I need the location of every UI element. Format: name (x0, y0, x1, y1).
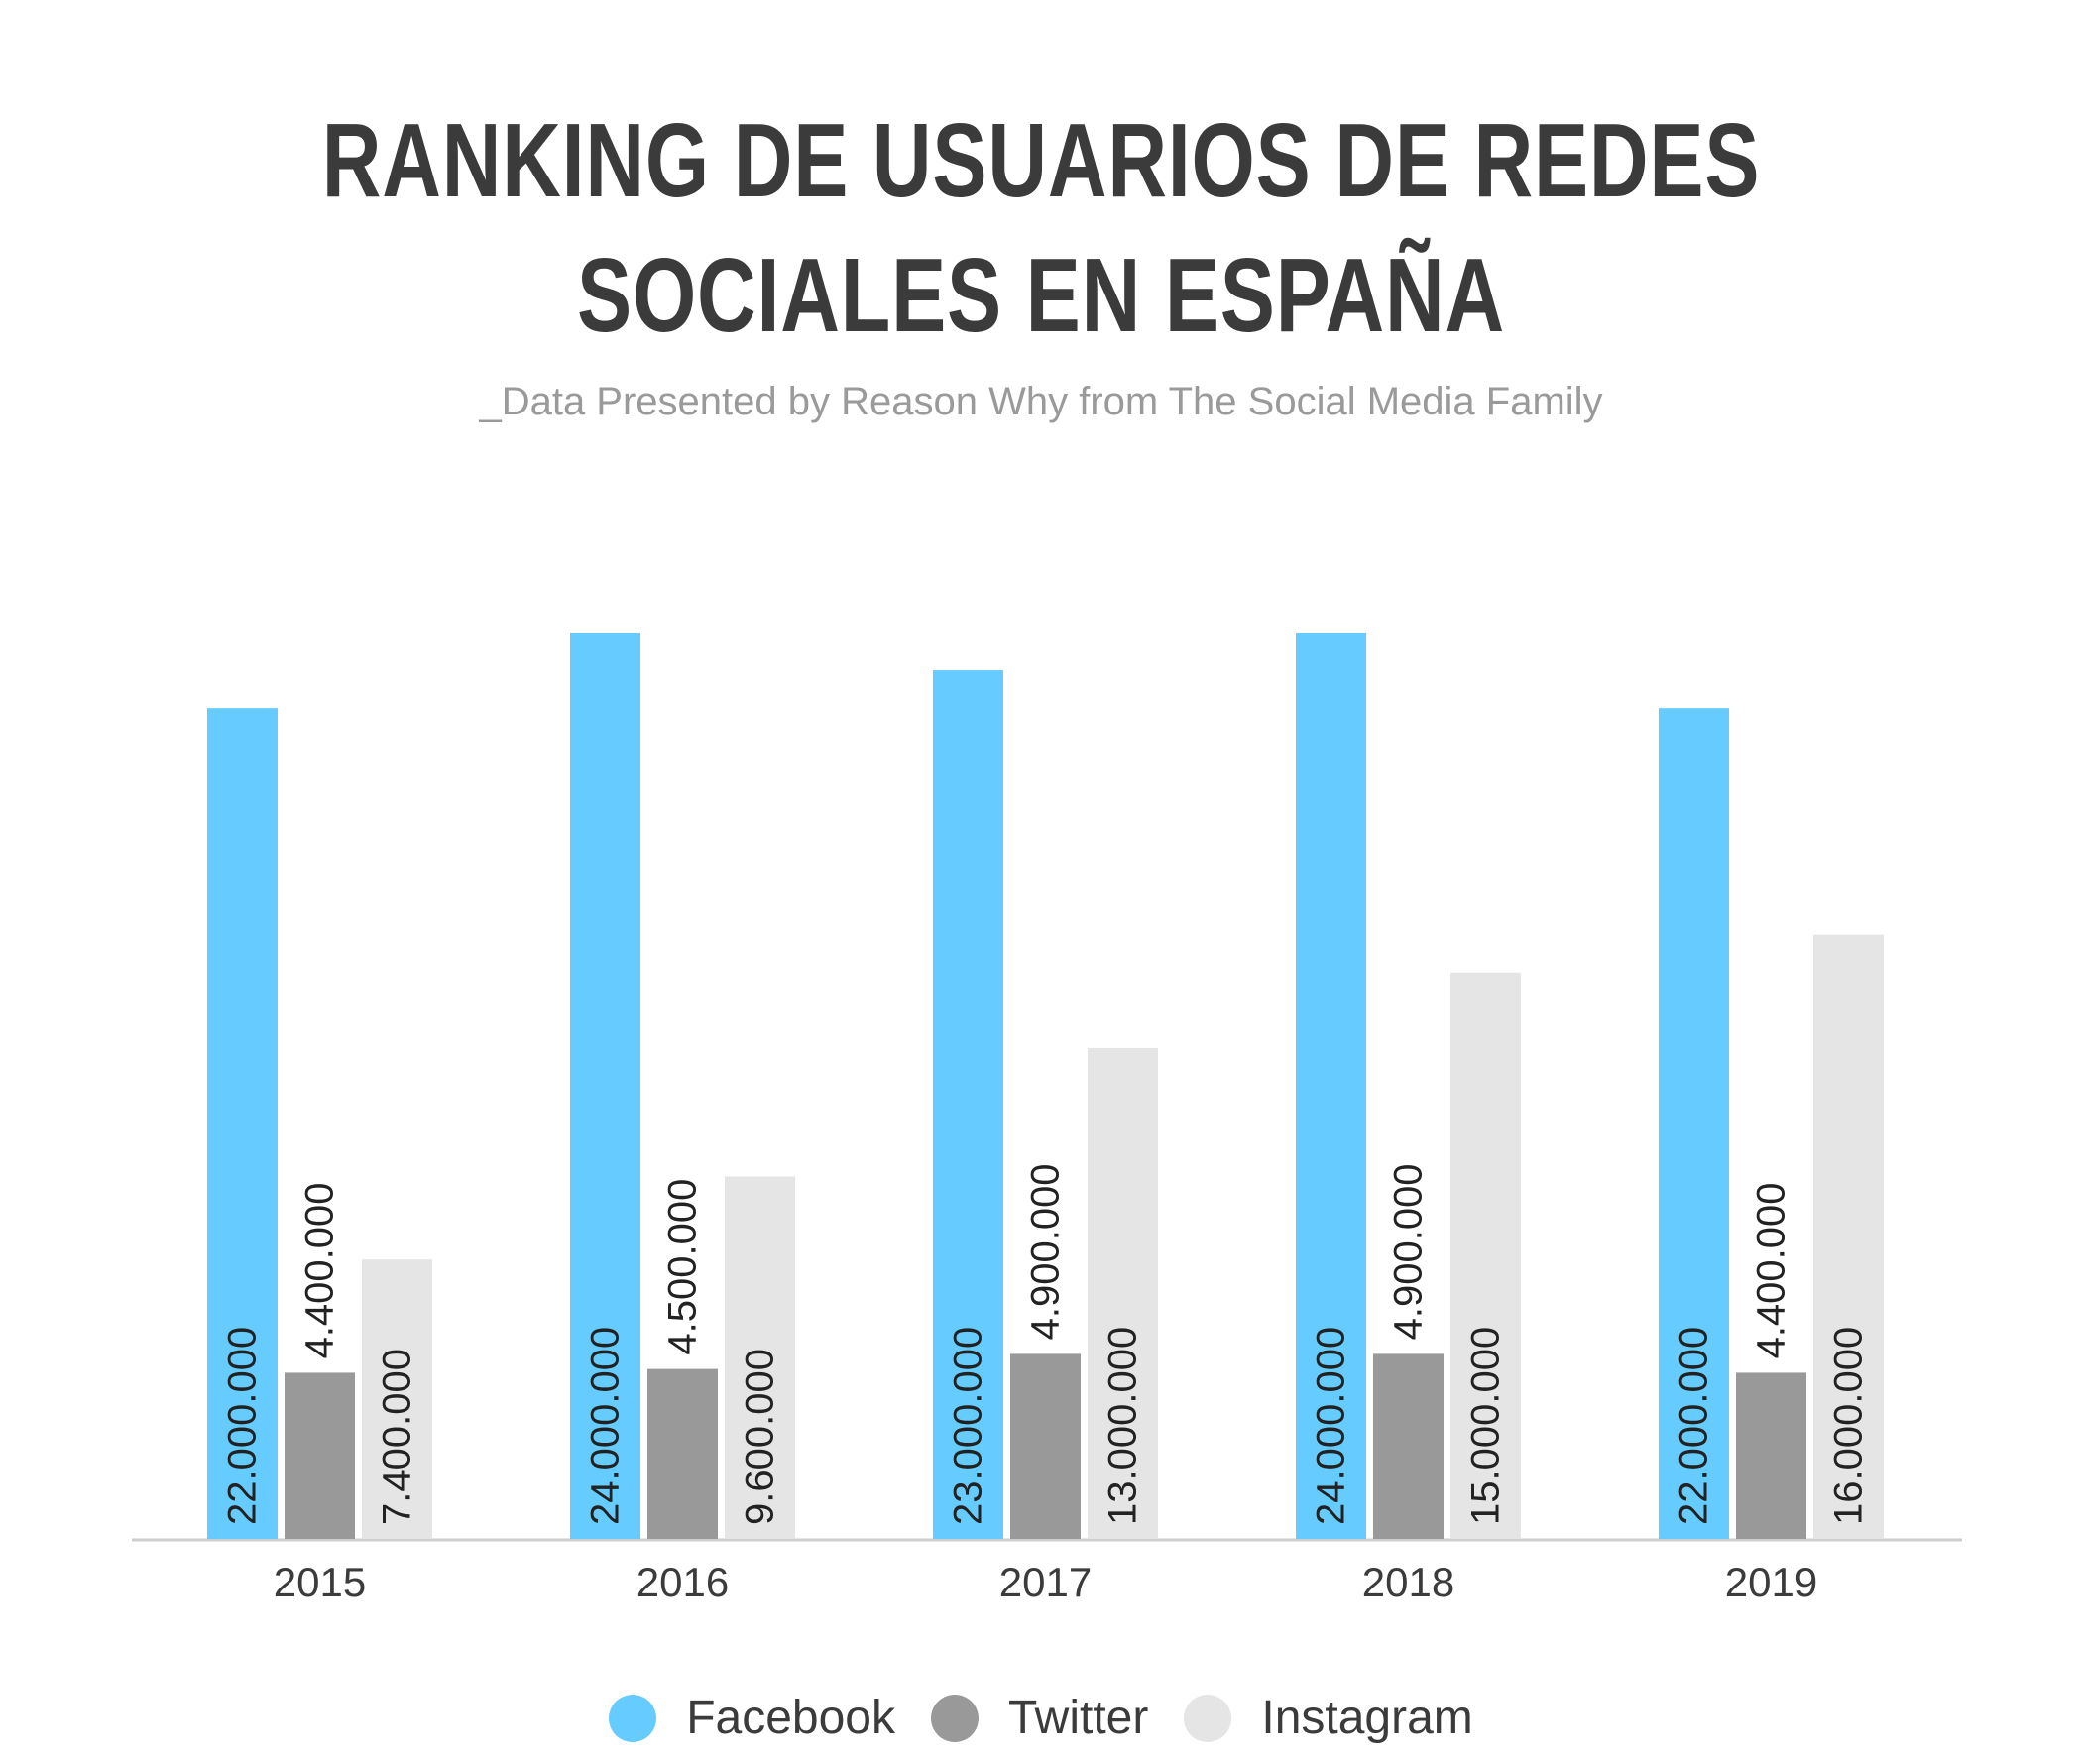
bar-facebook-2016 (570, 633, 640, 1539)
value-label-instagram-2019: 16.000.000 (1827, 1327, 1871, 1525)
legend-label-instagram: Instagram (1261, 1692, 1473, 1744)
value-label-twitter-2015: 4.400.000 (298, 1182, 342, 1358)
bar-twitter-2018 (1373, 1353, 1444, 1539)
bar-twitter-2016 (647, 1368, 718, 1539)
value-label-facebook-2018: 24.000.000 (1310, 1327, 1353, 1525)
bar-twitter-2015 (285, 1372, 355, 1539)
value-label-facebook-2016: 24.000.000 (584, 1327, 628, 1525)
chart-title-line-2: SOCIALES EN ESPAÑA (577, 237, 1505, 354)
value-label-twitter-2018: 4.900.000 (1387, 1163, 1431, 1340)
x-tick-label-2015: 2015 (274, 1559, 366, 1605)
legend-swatch-twitter (931, 1694, 979, 1742)
bar-instagram-2018 (1450, 972, 1521, 1539)
value-label-facebook-2019: 22.000.000 (1673, 1327, 1716, 1525)
value-label-twitter-2016: 4.500.000 (661, 1179, 705, 1355)
legend-item-facebook: Facebook (609, 1691, 895, 1745)
bar-facebook-2019 (1659, 708, 1729, 1539)
chart-subtitle: _Data Presented by Reason Why from The S… (479, 380, 1603, 423)
value-label-instagram-2017: 13.000.000 (1101, 1327, 1145, 1525)
value-label-facebook-2017: 23.000.000 (947, 1327, 990, 1525)
x-tick-label-2016: 2016 (636, 1559, 729, 1605)
legend-item-twitter: Twitter (931, 1691, 1148, 1745)
legend-label-facebook: Facebook (686, 1692, 895, 1744)
value-label-facebook-2015: 22.000.000 (221, 1327, 265, 1525)
legend-swatch-facebook (609, 1694, 657, 1742)
bar-facebook-2017 (933, 670, 1003, 1539)
value-label-instagram-2016: 9.600.000 (739, 1349, 782, 1525)
bar-instagram-2017 (1088, 1047, 1158, 1539)
x-tick-label-2018: 2018 (1362, 1559, 1454, 1605)
bar-instagram-2015 (362, 1259, 432, 1539)
legend-item-instagram: Instagram (1184, 1691, 1473, 1745)
bar-facebook-2018 (1296, 633, 1366, 1539)
bar-facebook-2015 (207, 708, 278, 1539)
value-label-twitter-2017: 4.900.000 (1024, 1163, 1068, 1340)
bar-twitter-2019 (1736, 1372, 1806, 1539)
x-tick-label-2019: 2019 (1725, 1559, 1817, 1605)
legend-label-twitter: Twitter (1008, 1692, 1149, 1744)
bar-twitter-2017 (1010, 1353, 1081, 1539)
legend: Facebook Twitter Instagram (0, 1691, 2082, 1745)
value-label-instagram-2018: 15.000.000 (1464, 1327, 1508, 1525)
value-label-instagram-2015: 7.400.000 (376, 1349, 419, 1525)
legend-swatch-instagram (1184, 1694, 1232, 1742)
chart-title-line-1: RANKING DE USUARIOS DE REDES (321, 102, 1761, 219)
bar-instagram-2016 (725, 1176, 795, 1539)
bar-instagram-2019 (1813, 934, 1884, 1539)
value-label-twitter-2019: 4.400.000 (1750, 1182, 1793, 1358)
x-tick-label-2017: 2017 (999, 1559, 1092, 1605)
